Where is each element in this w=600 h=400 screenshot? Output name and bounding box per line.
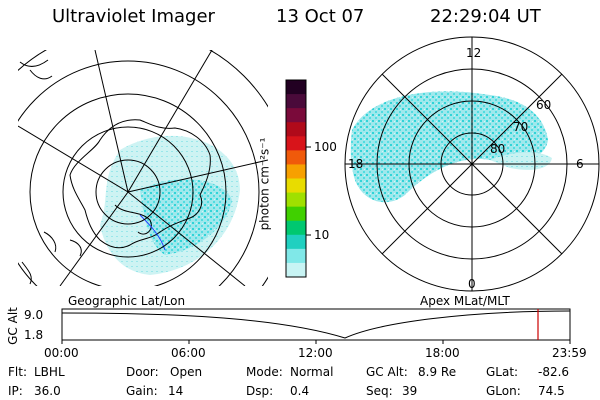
antarctica-coastline xyxy=(69,119,211,249)
info-seq-label: Seq: xyxy=(366,384,393,398)
colorbar-segment xyxy=(286,94,306,109)
colorbar-segment xyxy=(286,234,306,250)
info-gcalt-value: 8.9 Re xyxy=(418,365,457,379)
gc-alt-axis-label: GC Alt xyxy=(5,307,20,345)
colorbar-segment xyxy=(286,262,306,278)
info-ip-value: 36.0 xyxy=(34,384,61,398)
time-label: 22:29:04 UT xyxy=(430,6,541,27)
info-seq-value: 39 xyxy=(402,384,418,398)
altitude-curve xyxy=(61,310,571,339)
mlt-label-0: 0 xyxy=(468,277,476,291)
uv-emission-right xyxy=(350,91,548,203)
colorbar-segment xyxy=(286,150,306,165)
info-flt-value: LBHL xyxy=(34,365,65,379)
info-gain-label: Gain: xyxy=(126,384,158,398)
info-glon-label: GLon: xyxy=(486,384,521,398)
colorbar-label: photon cm⁻²s⁻¹ xyxy=(257,137,272,231)
colorbar-segment xyxy=(286,192,306,208)
colorbar-tick-100: 100 xyxy=(314,140,337,154)
mlt-label-18: 18 xyxy=(348,157,364,171)
info-dsp-value: 0.4 xyxy=(290,384,310,398)
info-glon-value: 74.5 xyxy=(538,384,565,398)
xtick-0000: 00:00 xyxy=(44,346,79,360)
info-dsp-label: Dsp: xyxy=(246,384,274,398)
colorbar-segment xyxy=(286,122,306,137)
colorbar xyxy=(286,80,306,278)
colorbar-segment xyxy=(286,248,306,264)
ytick-9: 9.0 xyxy=(24,308,44,322)
geographic-map xyxy=(18,50,268,286)
info-door-value: Open xyxy=(170,365,203,379)
colorbar-segment xyxy=(286,206,306,222)
colorbar-tick-10: 10 xyxy=(314,228,330,242)
app-title: Ultraviolet Imager xyxy=(52,6,215,27)
info-glat-value: -82.6 xyxy=(538,365,570,379)
magnetic-map xyxy=(344,36,600,292)
colorbar-segment xyxy=(286,136,306,151)
ytick-1-8: 1.8 xyxy=(24,328,44,342)
lat-label-70: 70 xyxy=(513,120,529,134)
info-door-label: Door: xyxy=(126,365,159,379)
colorbar-segment xyxy=(286,80,306,95)
mlt-label-6: 6 xyxy=(576,157,584,171)
info-gcalt-label: GC Alt: xyxy=(366,365,408,379)
info-gain-value: 14 xyxy=(168,384,184,398)
lat-label-80: 80 xyxy=(490,142,506,156)
xtick-2359: 23:59 xyxy=(552,346,587,360)
colorbar-segment xyxy=(286,220,306,236)
geographic-caption: Geographic Lat/Lon xyxy=(68,294,186,308)
xtick-0600: 06:00 xyxy=(171,346,206,360)
apex-caption: Apex MLat/MLT xyxy=(420,294,510,308)
xtick-1200: 12:00 xyxy=(298,346,333,360)
colorbar-segment xyxy=(286,164,306,179)
date-label: 13 Oct 07 xyxy=(276,6,365,27)
altitude-plot xyxy=(61,308,571,344)
info-ip-label: IP: xyxy=(8,384,23,398)
xtick-1800: 18:00 xyxy=(425,346,460,360)
info-flt-label: Flt: xyxy=(8,365,27,379)
lat-label-60: 60 xyxy=(536,98,552,112)
info-glat-label: GLat: xyxy=(486,365,519,379)
info-mode-label: Mode: xyxy=(246,365,283,379)
colorbar-segment xyxy=(286,108,306,123)
colorbar-segment xyxy=(286,178,306,194)
info-mode-value: Normal xyxy=(290,365,334,379)
mlt-label-12: 12 xyxy=(466,46,482,60)
